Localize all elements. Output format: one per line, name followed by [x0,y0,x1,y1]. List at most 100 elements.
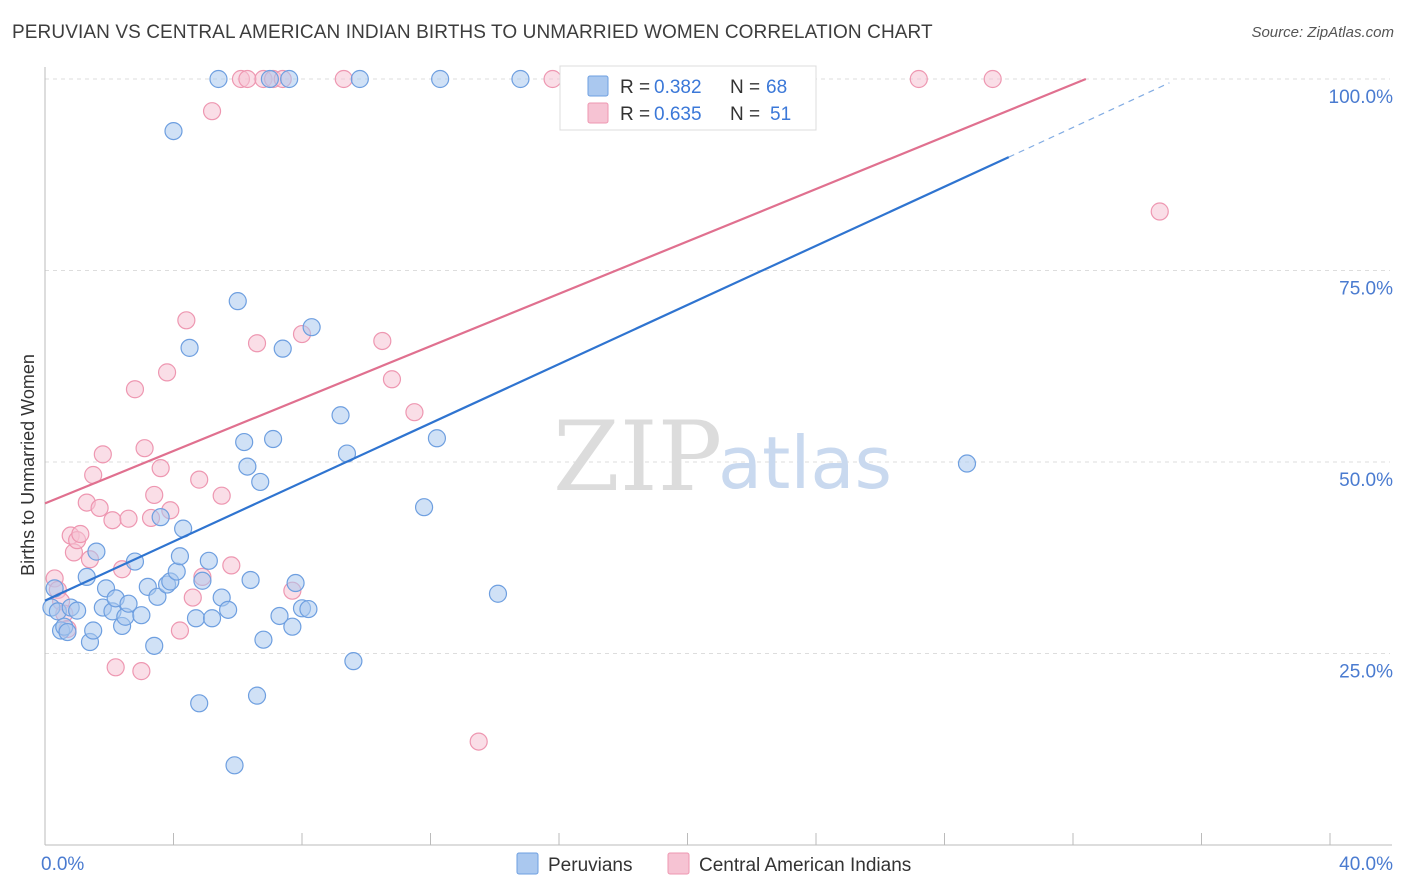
watermark-atlas: atlas [718,421,892,505]
trend-line-central-american-indians [44,77,1087,505]
data-point-peruvians [180,338,199,357]
y-tick-label: 50.0% [1339,470,1393,491]
legend-n-label: N = [730,77,760,98]
data-point-central-american-indians [247,334,267,353]
trend-line-peruvians-extension [1008,82,1170,158]
data-point-central-american-indians [157,363,177,382]
series-legend-label-peruvians: Peruvians [548,855,633,876]
legend-r-label: R = [620,104,650,125]
data-point-peruvians [302,318,321,337]
data-point-peruvians [170,547,190,566]
data-point-peruvians [511,69,530,89]
series-legend-swatch-central-american-indians [667,852,690,875]
data-point-central-american-indians [119,509,138,528]
watermark-zip: ZIP [553,401,722,513]
data-point-peruvians [254,630,273,649]
data-point-peruvians [77,567,96,587]
data-point-peruvians [199,551,218,570]
data-point-central-american-indians [103,511,122,530]
data-point-peruvians [344,652,363,671]
data-point-peruvians [247,686,267,705]
data-point-central-american-indians [135,439,154,458]
data-point-central-american-indians [190,470,209,489]
legend-n-value: 68 [766,77,787,98]
points-peruvians [42,69,977,775]
data-point-peruvians [186,609,206,628]
data-point-peruvians [260,69,279,89]
data-point-peruvians [270,606,289,626]
data-point-central-american-indians [405,403,424,422]
data-point-central-american-indians [334,69,353,89]
watermark: ZIP atlas [553,401,892,513]
data-point-peruvians [164,121,183,141]
data-point-central-american-indians [469,732,488,751]
data-point-central-american-indians [132,662,151,681]
data-point-central-american-indians [183,588,202,607]
data-point-peruvians [151,508,170,527]
data-point-peruvians [228,292,247,311]
data-point-peruvians [202,609,222,628]
data-point-peruvians [132,606,151,625]
data-point-central-american-indians [151,459,170,478]
source-credit: Source: ZipAtlas.com [1251,24,1394,41]
data-point-peruvians [350,69,369,89]
data-point-peruvians [283,617,302,636]
x-tick-label: 0.0% [41,854,84,875]
data-point-peruvians [209,69,228,89]
data-point-central-american-indians [1150,202,1169,221]
data-point-peruvians [299,599,318,619]
x-tick-label: 40.0% [1339,854,1393,875]
y-tick-labels: 25.0% 50.0% 75.0% 100.0% [1329,87,1394,683]
x-tick-labels: 0.0% 40.0% [41,854,1393,875]
data-point-central-american-indians [170,621,190,640]
data-point-central-american-indians [202,102,222,121]
legend-r-label: R = [620,77,650,98]
y-axis-label: Births to Unmarried Women [18,354,38,576]
data-point-peruvians [280,69,299,89]
data-point-peruvians [488,584,508,603]
data-point-peruvians [331,406,350,425]
data-point-central-american-indians [373,331,392,351]
data-point-central-american-indians [222,556,241,575]
data-point-peruvians [235,432,254,452]
data-point-peruvians [251,472,270,492]
data-point-peruvians [957,454,977,473]
data-point-peruvians [167,562,186,581]
data-point-central-american-indians [983,69,1002,89]
data-point-peruvians [58,622,77,642]
legend-n-value: 51 [770,104,791,125]
data-point-peruvians [190,694,209,713]
data-point-peruvians [431,69,450,89]
data-point-central-american-indians [177,311,196,330]
series-legend-label-central-american-indians: Central American Indians [699,855,911,876]
data-point-central-american-indians [90,498,109,518]
data-point-peruvians [145,636,164,655]
data-point-central-american-indians [106,658,125,677]
trend-line-peruvians [44,156,1010,602]
series-legend-swatch-peruvians [516,852,539,875]
data-point-central-american-indians [212,486,231,505]
data-point-peruvians [238,457,257,476]
series-legend: Peruvians Central American Indians [516,852,911,876]
legend-n-label: N = [730,104,760,125]
data-point-peruvians [219,600,238,619]
gridlines [45,78,1390,654]
legend-swatch-peruvians [587,75,609,97]
data-point-peruvians [263,429,283,449]
data-point-peruvians [87,542,106,561]
legend-swatch-central-american-indians [587,102,609,124]
data-point-peruvians [119,594,138,613]
data-point-peruvians [414,498,434,517]
data-point-peruvians [427,429,447,448]
data-point-peruvians [286,573,305,593]
data-point-peruvians [148,587,167,606]
chart-title: PERUVIAN VS CENTRAL AMERICAN INDIAN BIRT… [12,22,933,43]
y-tick-label: 100.0% [1329,87,1394,108]
data-point-peruvians [241,570,260,590]
trend-lines [44,77,1170,602]
data-point-peruvians [193,571,212,590]
data-point-peruvians [84,621,103,640]
legend-r-value: 0.635 [654,104,702,125]
data-point-peruvians [273,339,292,358]
